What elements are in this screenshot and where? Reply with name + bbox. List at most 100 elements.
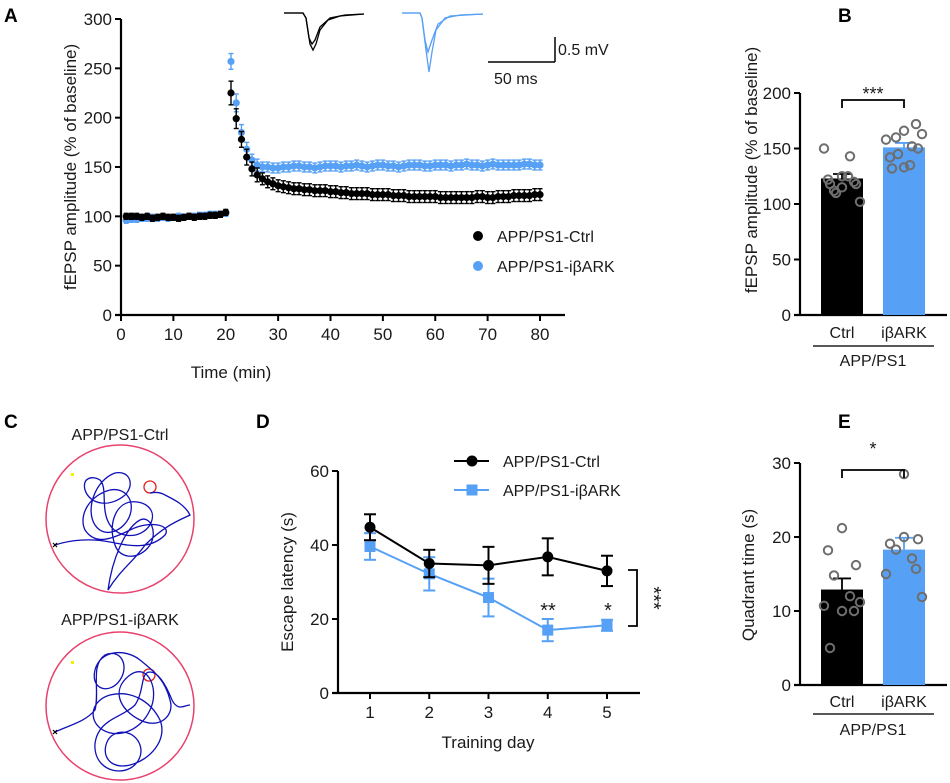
panel-e-individual-point (912, 534, 924, 545)
panel-e-ytick-label: 0 (782, 676, 791, 695)
inset-trace-ctrl (284, 12, 365, 52)
panel-e-cat-ctrl: Ctrl (830, 694, 855, 711)
data-point (423, 558, 435, 569)
water-maze-arena-ibark (45, 631, 195, 781)
panel-e-individual-point (906, 553, 918, 564)
data-point (326, 188, 335, 196)
data-point (520, 192, 528, 200)
data-point (316, 187, 324, 195)
panel-e-ylabel: Quadrant time (s) (739, 509, 758, 641)
panel-b-cat-ctrl: Ctrl (830, 325, 855, 342)
data-point (258, 175, 267, 183)
panel-b-individual-point (836, 182, 848, 193)
data-point (426, 193, 434, 201)
panel-e-individual-point (898, 531, 910, 543)
data-point (279, 163, 287, 171)
panel-a-xtick-label: 10 (164, 325, 183, 344)
panel-a-ytick-label: 200 (84, 109, 112, 128)
panel-d-xtick-label: 2 (425, 703, 434, 722)
data-point (421, 162, 429, 170)
data-point (374, 191, 382, 199)
panel-e-individual-point (836, 522, 848, 534)
data-point (442, 193, 450, 202)
data-point (499, 161, 507, 169)
panel-b-individual-point (850, 178, 862, 190)
water-maze-arena-ctrl (45, 444, 195, 594)
start-marker-ctrl (71, 473, 74, 476)
data-point (452, 161, 460, 169)
platform-location-ibark (142, 668, 156, 682)
panel-b-individual-point (916, 128, 928, 140)
legend-marker-ibark (473, 261, 483, 271)
data-point (321, 162, 329, 170)
panel-b-ytick-label: 150 (763, 140, 791, 159)
data-point (364, 521, 376, 533)
panel-d-ytick-label: 40 (310, 536, 329, 555)
data-point (542, 551, 554, 563)
panel-b-individual-point (904, 159, 916, 171)
data-point (232, 115, 240, 123)
data-point (536, 161, 544, 169)
data-point (510, 161, 518, 169)
panel-d-chart: 0 20 40 60 1 2 3 4 5 Training day Escape latency… (278, 454, 664, 752)
panel-a-ytick-label: 300 (84, 10, 112, 29)
data-point (504, 161, 513, 169)
panel-d-xlabel: Training day (442, 733, 535, 752)
data-point (300, 186, 308, 194)
data-point (405, 193, 413, 201)
significance-day5: * (604, 600, 612, 622)
panel-label-a: A (4, 6, 18, 27)
entry-point-ibark (52, 729, 58, 735)
data-point (243, 153, 251, 161)
data-point (206, 211, 214, 219)
data-point (353, 190, 361, 198)
data-point (122, 212, 130, 220)
panel-e-ytick-label: 30 (772, 454, 791, 473)
panel-b-ytick-label: 0 (782, 306, 791, 325)
data-point (384, 162, 392, 170)
panel-a-ytick-label: 150 (84, 158, 112, 177)
legend-label-ctrl-d: APP/PS1-Ctrl (503, 454, 600, 471)
panel-c-trajectories: APP/PS1-Ctrl APP/PS1-iβARK (45, 427, 195, 781)
panel-e-cat-ibark: iβARK (881, 694, 927, 711)
data-point (394, 192, 403, 200)
data-point (374, 161, 382, 169)
panel-b-chart: 0 50 100 150 200 fEPSP amplitude (% of basel… (742, 47, 947, 370)
data-point (410, 193, 418, 201)
data-point (337, 189, 345, 197)
panel-d-ytick-label: 60 (310, 462, 329, 481)
data-point (483, 592, 494, 604)
data-point (164, 213, 172, 221)
trajectory-title-ibark: APP/PS1-iβARK (61, 612, 179, 629)
panel-b-ylabel: fEPSP amplitude (% of baseline) (742, 47, 761, 293)
data-point (601, 619, 613, 631)
panel-e-individual-point (818, 600, 830, 612)
data-point (410, 161, 418, 169)
data-point (431, 161, 439, 169)
panel-b-xlabel: APP/PS1 (840, 353, 907, 370)
data-point (379, 191, 387, 199)
panel-b-individual-point (836, 171, 848, 182)
data-point (531, 161, 539, 169)
data-point (510, 192, 518, 200)
data-point (436, 161, 445, 169)
data-point (222, 208, 230, 216)
panel-e-individual-point (854, 596, 866, 608)
data-point (237, 135, 246, 143)
panel-a-xtick-label: 40 (321, 325, 340, 344)
panel-a-xtick-label: 20 (216, 325, 235, 344)
panel-e-individual-point (850, 559, 862, 571)
data-point (415, 193, 424, 201)
trajectory-title-ctrl: APP/PS1-Ctrl (72, 427, 169, 444)
start-marker-ibark (71, 661, 74, 664)
panel-b-individual-point (824, 178, 836, 190)
legend-marker-ibark-d (466, 484, 478, 496)
data-point (127, 212, 136, 220)
data-point (494, 161, 502, 169)
data-point (258, 163, 267, 171)
panel-a-xlabel: Time (min) (191, 363, 272, 382)
data-point (248, 165, 256, 173)
panel-e-significance: * (869, 439, 876, 459)
panel-b-significance: *** (862, 84, 883, 104)
